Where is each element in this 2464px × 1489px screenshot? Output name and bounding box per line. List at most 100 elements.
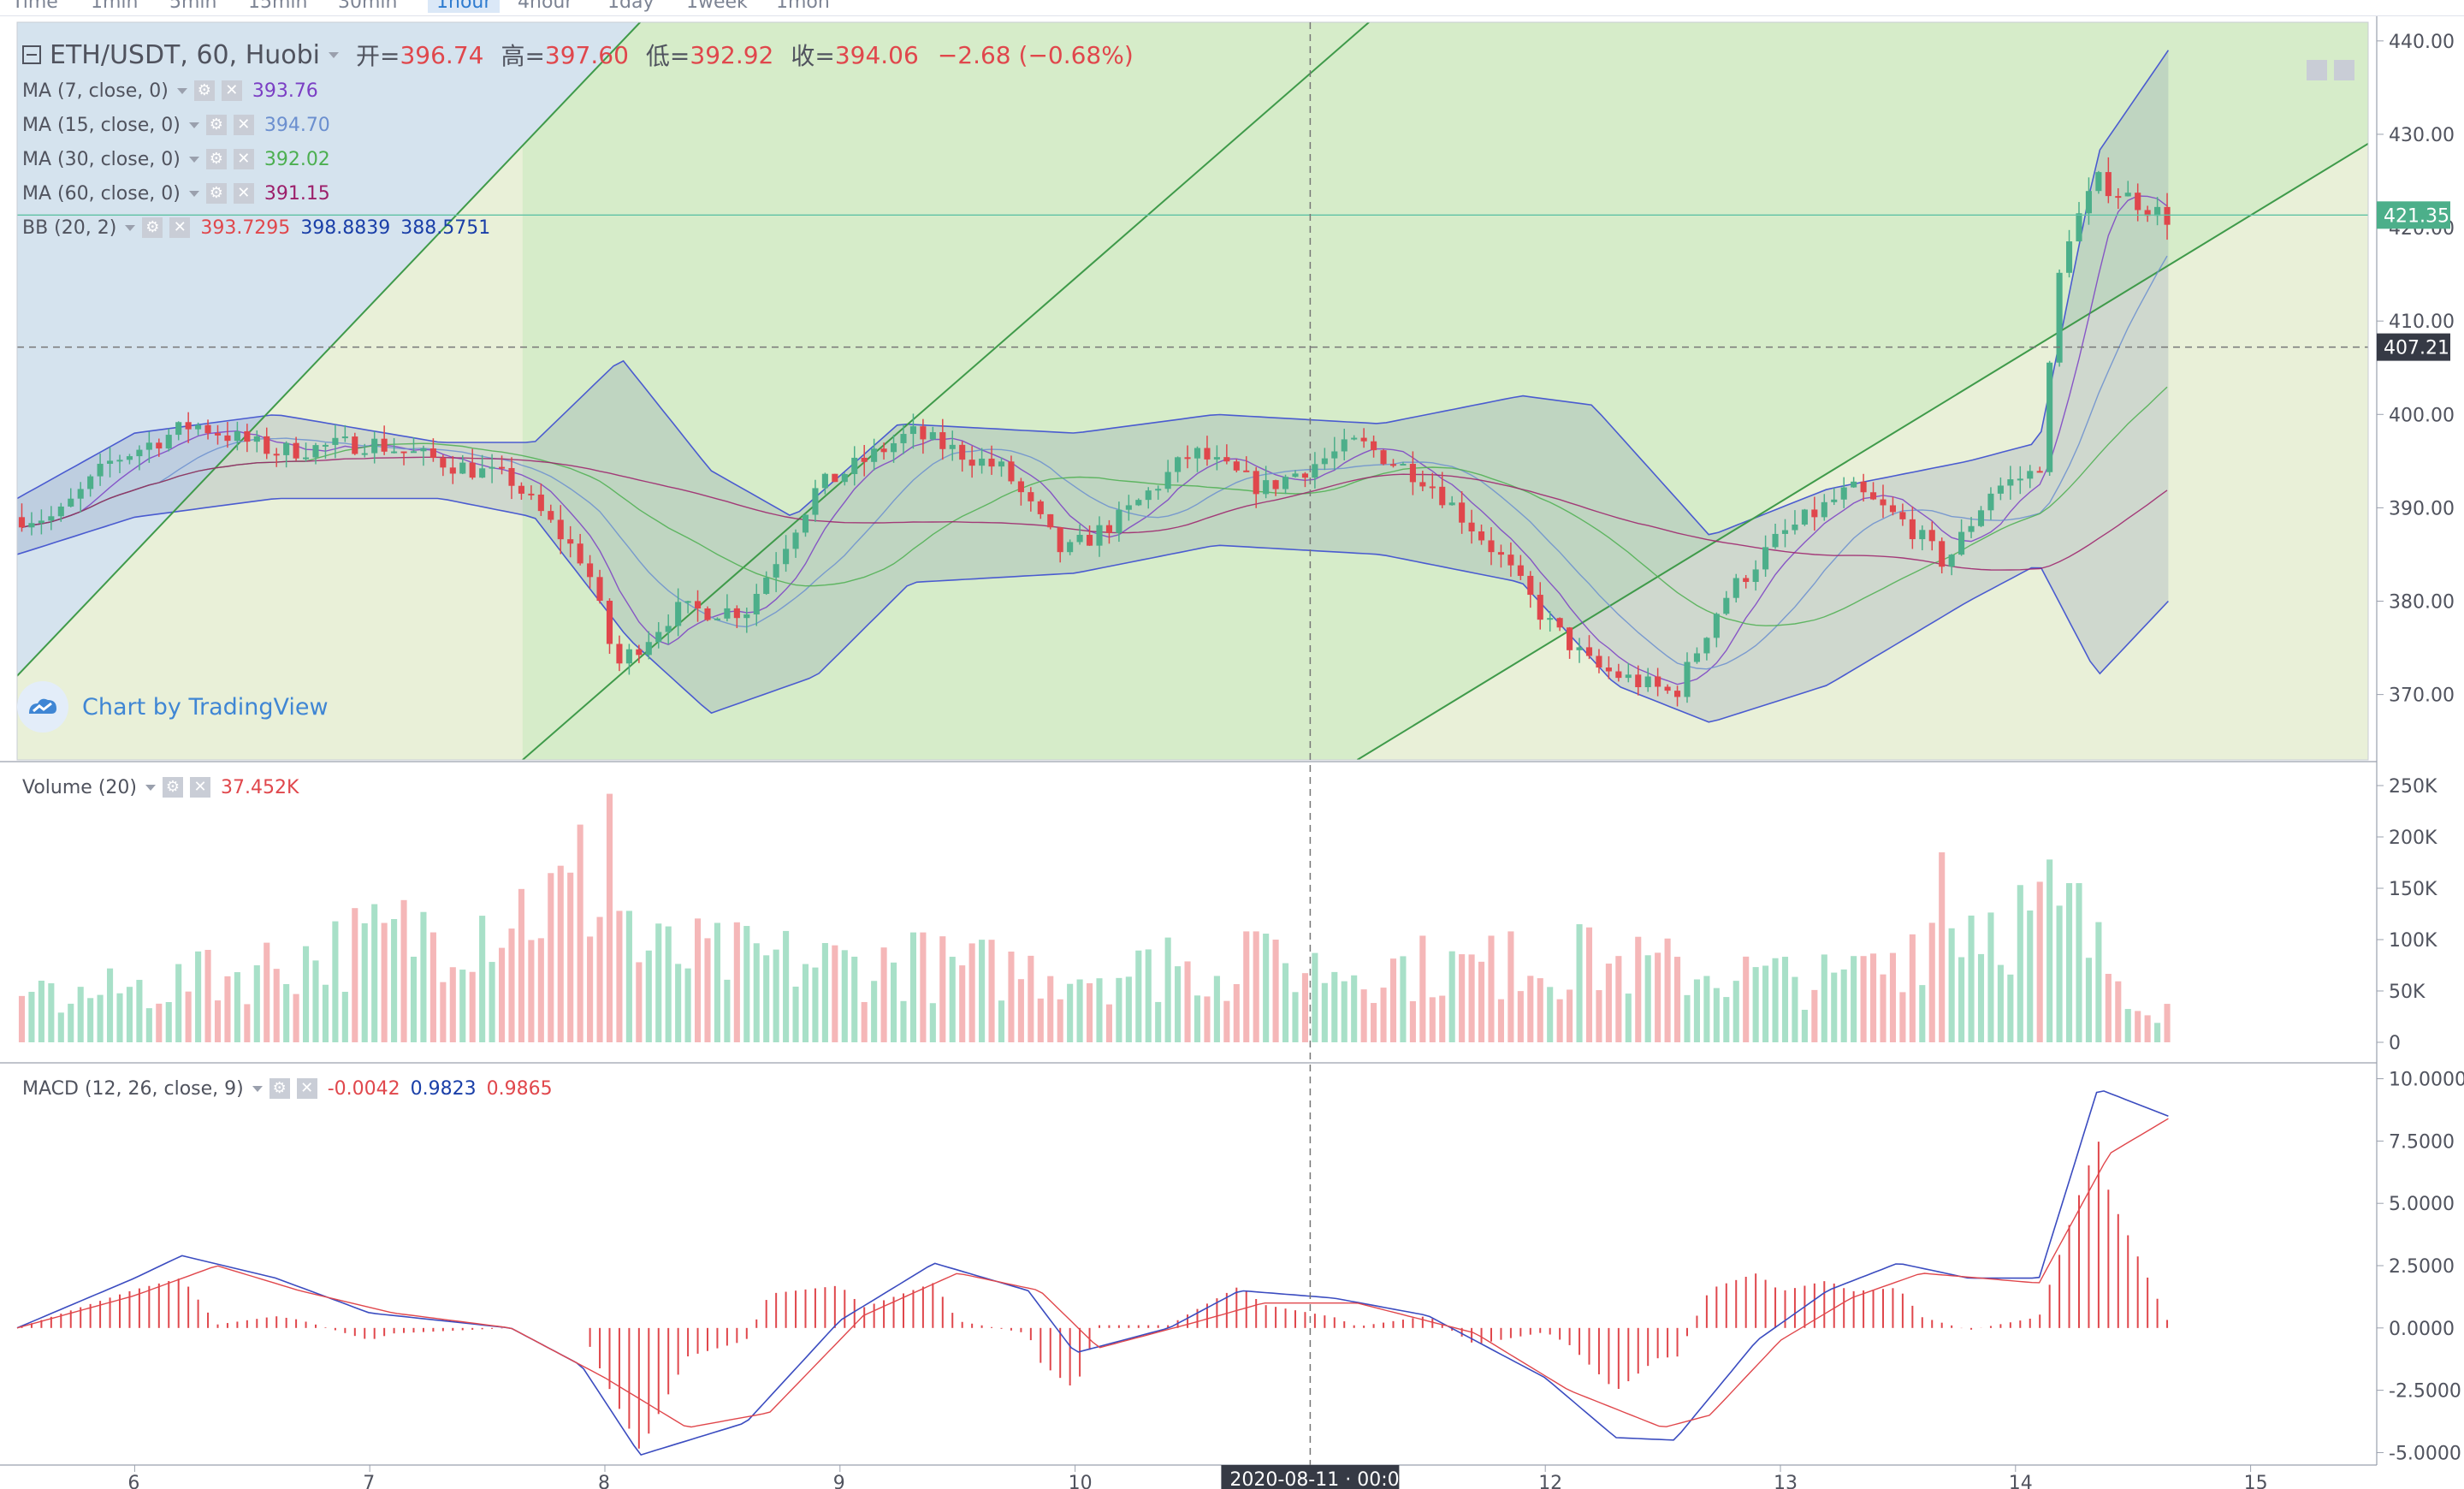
interval-button-7[interactable]: 1day xyxy=(607,0,654,13)
volume-bar xyxy=(1468,954,1475,1042)
volume-bar xyxy=(812,967,819,1042)
trend-line-1 xyxy=(17,22,641,677)
volume-bar xyxy=(126,987,133,1042)
volume-bar xyxy=(645,950,652,1042)
close-icon[interactable]: ✕ xyxy=(189,777,210,798)
volume-bar xyxy=(508,928,515,1042)
tradingview-badge[interactable]: Chart by TradingView xyxy=(17,681,329,733)
chevron-down-icon[interactable] xyxy=(188,190,199,197)
candle-body xyxy=(1155,489,1162,491)
settings-icon[interactable]: ⚙ xyxy=(205,115,227,135)
close-icon[interactable]: ✕ xyxy=(233,115,254,135)
candle-body xyxy=(459,462,466,474)
time-tick-label: 15 xyxy=(2244,1473,2268,1489)
candle-body xyxy=(1017,481,1024,493)
volume-bar xyxy=(596,917,603,1042)
macd-line xyxy=(16,1090,2169,1456)
settings-icon[interactable]: ⚙ xyxy=(205,183,227,204)
close-icon[interactable]: ✕ xyxy=(169,217,191,238)
interval-button-3[interactable]: 15min xyxy=(248,0,308,13)
candle-body xyxy=(341,436,348,439)
candle-body xyxy=(1067,542,1074,553)
macd-tick-label: -2.5000 xyxy=(2389,1381,2461,1403)
candle-body xyxy=(1341,439,1348,452)
candle-body xyxy=(557,519,564,540)
interval-button-1[interactable]: 1min xyxy=(91,0,139,13)
collapse-icon[interactable] xyxy=(22,45,41,64)
close-icon[interactable]: ✕ xyxy=(296,1078,317,1099)
interval-button-4[interactable]: 30min xyxy=(338,0,398,13)
volume-bar xyxy=(322,984,329,1042)
candle-body xyxy=(1312,464,1318,478)
volume-bar xyxy=(2036,881,2043,1042)
volume-bar xyxy=(410,956,418,1042)
candle-body xyxy=(2135,193,2141,211)
candle-body xyxy=(1556,618,1563,628)
candle-body xyxy=(714,618,720,620)
chevron-down-icon[interactable] xyxy=(125,224,136,231)
candle-body xyxy=(87,476,94,489)
candle-body xyxy=(1772,533,1779,548)
volume-bar xyxy=(1615,956,1622,1042)
settings-icon[interactable]: ⚙ xyxy=(142,217,163,238)
chevron-down-icon[interactable] xyxy=(329,51,339,58)
volume-bar xyxy=(1840,969,1847,1042)
ma30-legend: MA (30, close, 0) ⚙ ✕ 392.02 xyxy=(22,142,1134,176)
interval-button-8[interactable]: 1week xyxy=(686,0,748,13)
volume-bar xyxy=(675,964,682,1042)
chevron-down-icon[interactable] xyxy=(188,122,199,128)
volume-bar xyxy=(1889,952,1896,1042)
candle-body xyxy=(1253,471,1259,495)
volume-bar xyxy=(1243,931,1250,1042)
crosshair-price-tag-bg xyxy=(2377,333,2450,361)
settings-icon[interactable]: ⚙ xyxy=(205,149,227,169)
volume-bar xyxy=(548,873,554,1042)
volume-bar xyxy=(1429,997,1436,1042)
ma7-legend: MA (7, close, 0) ⚙ ✕ 393.76 xyxy=(22,74,1134,108)
volume-bar xyxy=(733,922,740,1042)
interval-button-5[interactable]: 1hour xyxy=(428,0,500,13)
candle-body xyxy=(1958,531,1965,555)
chevron-down-icon[interactable] xyxy=(252,1085,263,1092)
settings-icon[interactable]: ⚙ xyxy=(162,777,183,798)
close-icon[interactable]: ✕ xyxy=(233,183,254,204)
candle-body xyxy=(675,602,682,626)
candle-body xyxy=(567,539,574,544)
interval-button-6[interactable]: 4hour xyxy=(518,0,573,13)
chevron-down-icon[interactable] xyxy=(176,87,187,94)
candle-body xyxy=(1869,492,1877,500)
interval-button-0[interactable]: Time xyxy=(12,0,58,13)
volume-bar xyxy=(1596,990,1602,1042)
volume-bar xyxy=(792,986,799,1042)
volume-bar xyxy=(2076,883,2082,1042)
volume-bar xyxy=(1213,976,1220,1042)
chevron-down-icon[interactable] xyxy=(145,784,156,791)
volume-bar xyxy=(871,981,878,1042)
candle-body xyxy=(1821,501,1827,518)
volume-bar xyxy=(1184,961,1191,1042)
volume-bar xyxy=(1448,951,1455,1042)
interval-button-9[interactable]: 1mon xyxy=(776,0,830,13)
candle-body xyxy=(871,448,878,462)
chevron-down-icon[interactable] xyxy=(188,156,199,163)
volume-bar xyxy=(1037,998,1044,1042)
close-icon[interactable]: ✕ xyxy=(233,149,254,169)
volume-bar xyxy=(1263,934,1270,1042)
candle-body xyxy=(1615,671,1622,679)
volume-tick-label: 100K xyxy=(2389,930,2437,952)
close-icon[interactable]: ✕ xyxy=(221,80,242,101)
time-tick-label: 13 xyxy=(1774,1473,1798,1489)
candle-body xyxy=(1145,490,1152,501)
interval-button-2[interactable]: 5min xyxy=(169,0,217,13)
candle-body xyxy=(1439,486,1446,506)
volume-bar xyxy=(341,991,348,1042)
ma30-line xyxy=(21,386,2168,626)
settings-icon[interactable]: ⚙ xyxy=(193,80,215,101)
price-tick-label: 380.00 xyxy=(2389,592,2455,614)
volume-bar xyxy=(2046,859,2053,1042)
candle-body xyxy=(224,435,231,442)
settings-icon[interactable]: ⚙ xyxy=(269,1078,290,1099)
volume-bar xyxy=(2017,885,2023,1042)
candle-body xyxy=(832,473,838,483)
ma7-label: MA (7, close, 0) xyxy=(22,80,169,102)
